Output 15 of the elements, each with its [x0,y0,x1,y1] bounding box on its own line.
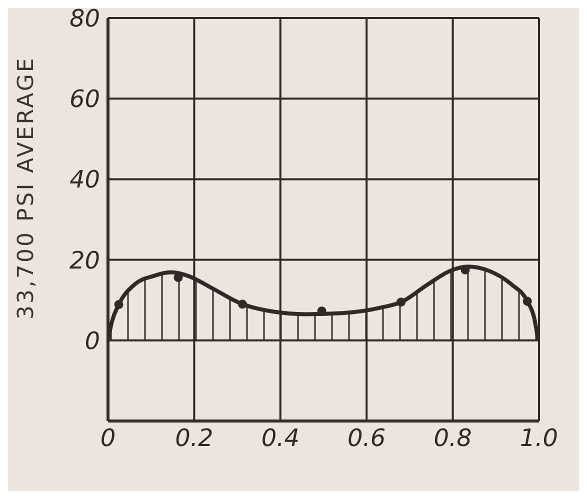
y-tick-label: 0 [84,326,100,355]
point [238,300,247,309]
y-axis-title: 33,700 PSI AVERAGE [14,56,39,320]
x-tick-label: 0.2 [175,424,214,452]
y-tick-label: 40 [69,166,100,194]
point [522,296,532,306]
x-tick-label: 0.4 [261,424,300,452]
point [396,298,406,307]
y-tick-label: 80 [69,4,100,33]
x-tick-label: 0.8 [434,424,472,452]
point [114,300,124,310]
y-tick-label: 20 [69,246,100,274]
x-tick-label: 0.6 [348,424,386,452]
x-tick-label: 1.0 [520,424,558,452]
y-tick-label: 60 [69,85,100,114]
